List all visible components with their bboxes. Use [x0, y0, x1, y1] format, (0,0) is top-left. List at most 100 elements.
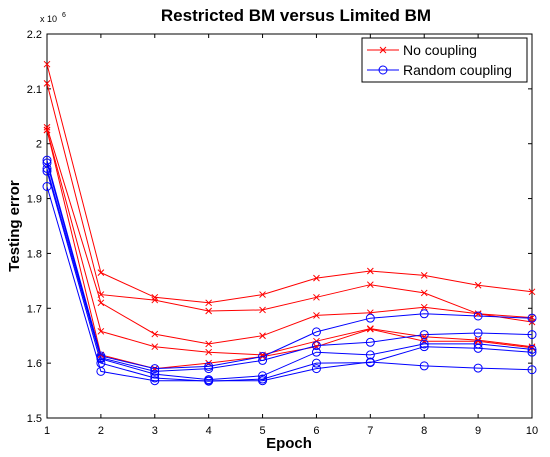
no-coupling-series-line-2 [46, 83, 533, 319]
legend-no-coupling-marker [379, 46, 387, 54]
random-coupling-point [42, 182, 52, 192]
random-coupling-point [150, 366, 160, 376]
random-coupling-point [365, 357, 375, 367]
x-tick-label: 2 [98, 425, 104, 437]
x-tick-label: 7 [367, 425, 373, 437]
random-coupling-point [473, 339, 483, 349]
random-coupling-series-line-1 [46, 160, 533, 370]
no-coupling-point [420, 289, 428, 297]
no-coupling-point [43, 80, 51, 87]
legend-no-coupling-label: No coupling [403, 42, 477, 58]
y-tick-label: 2.2 [27, 29, 42, 41]
random-coupling-point [96, 354, 106, 364]
y-multiplier-exponent: 6 [62, 12, 66, 19]
y-axis-label: Testing error [6, 180, 23, 272]
no-coupling-point [43, 126, 51, 134]
random-coupling-point [258, 376, 268, 386]
y-tick-label: 1.6 [27, 358, 42, 370]
legend-box [361, 37, 528, 83]
random-coupling-point [42, 166, 52, 176]
random-coupling-point [527, 313, 537, 323]
no-coupling-point [313, 312, 320, 319]
random-coupling-point [311, 341, 321, 351]
random-coupling-point [311, 364, 321, 374]
no-coupling-point [259, 306, 266, 314]
no-coupling-point [366, 325, 374, 333]
no-coupling-point [97, 269, 105, 276]
random-coupling-point [42, 163, 52, 173]
no-coupling-series-line-1 [46, 64, 533, 304]
random-coupling-point [150, 364, 160, 374]
y-tick-label: 1.8 [27, 248, 42, 260]
random-coupling-series-line-5 [46, 186, 533, 382]
x-tick-label: 6 [313, 425, 319, 437]
no-coupling-series-line-4 [46, 129, 533, 356]
no-coupling-point [528, 288, 536, 296]
random-coupling-series-line-4 [46, 170, 533, 382]
no-coupling-point [151, 330, 159, 338]
no-coupling-point [366, 281, 374, 289]
no-coupling-point [474, 281, 482, 289]
no-coupling-point [97, 291, 105, 298]
no-coupling-point [205, 299, 213, 307]
x-tick-label: 3 [152, 425, 158, 437]
x-tick-label: 1 [44, 425, 50, 437]
x-axis-label: Epoch [266, 435, 312, 452]
x-tick-label: 8 [421, 425, 427, 437]
y-tick-label: 1.9 [27, 194, 42, 206]
no-coupling-point [97, 327, 105, 335]
no-coupling-point [474, 337, 482, 345]
random-coupling-series-line-3 [46, 168, 533, 381]
y-multiplier-base: x 10 [40, 14, 57, 24]
random-coupling-point [473, 363, 483, 373]
no-coupling-point [366, 267, 374, 275]
random-coupling-point [150, 369, 160, 379]
axes: 1 2 3 4 5 6 7 8 9 10 1.5 1.6 1.7 1.8 1.9 2 2.1 2.2 [27, 29, 538, 437]
random-coupling-point [311, 347, 321, 357]
random-coupling-point [365, 313, 375, 323]
no-coupling-point [205, 307, 213, 315]
random-coupling-point [311, 358, 321, 368]
random-coupling-point [419, 361, 429, 371]
x-tick-label: 9 [475, 425, 481, 437]
series-lines [46, 64, 533, 382]
legend-random-coupling-marker [378, 65, 388, 75]
random-coupling-point [527, 330, 537, 340]
no-coupling-point [313, 293, 320, 301]
no-coupling-point [151, 343, 159, 351]
random-coupling-point [204, 376, 214, 386]
no-coupling-point [313, 274, 320, 282]
random-coupling-point [419, 309, 429, 319]
random-coupling-point [258, 371, 268, 381]
x-tick-label: 10 [526, 425, 538, 437]
random-coupling-point [204, 364, 214, 374]
random-coupling-point [419, 330, 429, 340]
no-coupling-point [151, 296, 159, 304]
random-coupling-point [96, 366, 106, 376]
no-coupling-point [97, 299, 105, 307]
y-tick-label: 2.1 [27, 84, 42, 96]
no-coupling-point [259, 291, 266, 298]
no-coupling-point [474, 310, 482, 318]
no-coupling-point [420, 303, 428, 311]
random-coupling-point [365, 337, 375, 347]
random-coupling-point [150, 376, 160, 386]
random-coupling-point [473, 343, 483, 353]
random-coupling-series-line-2 [46, 162, 533, 372]
legend: No coupling Random coupling [361, 37, 528, 83]
y-tick-label: 1.5 [27, 413, 42, 425]
y-tick-label: 1.7 [27, 303, 42, 315]
random-coupling-point [311, 327, 321, 337]
random-coupling-point [473, 328, 483, 338]
random-coupling-point [204, 361, 214, 371]
random-coupling-point [473, 311, 483, 321]
no-coupling-point [420, 272, 428, 279]
no-coupling-point [205, 348, 213, 356]
no-coupling-series-line-5 [46, 129, 533, 370]
no-coupling-point [205, 340, 213, 348]
random-coupling-point [258, 352, 268, 362]
series-markers [42, 60, 537, 386]
chart-title: Restricted BM versus Limited BM [161, 6, 431, 25]
random-coupling-point [527, 365, 537, 375]
